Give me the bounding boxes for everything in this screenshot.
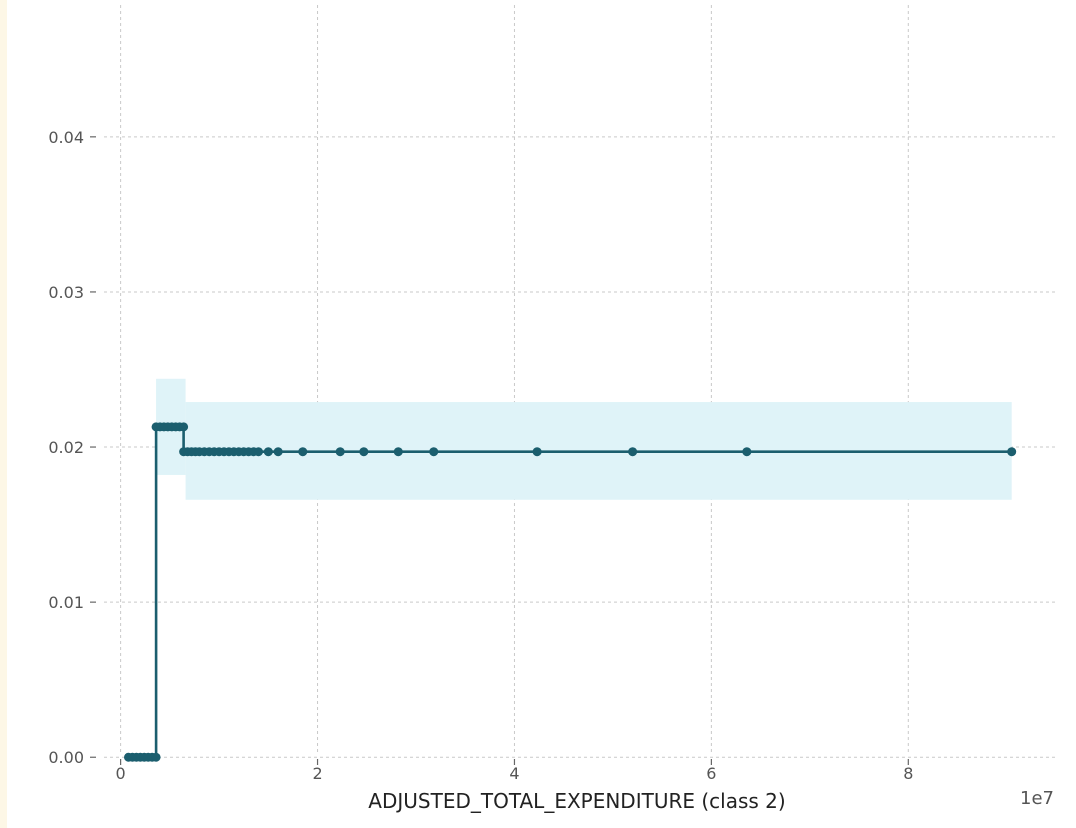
data-point xyxy=(151,752,161,762)
x-tick-label: 8 xyxy=(903,764,913,783)
data-point xyxy=(263,447,273,457)
confidence-band xyxy=(156,378,1012,500)
data-point xyxy=(179,422,189,432)
y-tick-label: 0.04 xyxy=(48,128,84,147)
y-tick-label: 0.03 xyxy=(48,283,84,302)
y-tick-label: 0.00 xyxy=(48,748,84,767)
data-point xyxy=(742,447,752,457)
data-point xyxy=(532,447,542,457)
x-axis-title: ADJUSTED_TOTAL_EXPENDITURE (class 2) xyxy=(368,789,785,813)
left-edge-strip xyxy=(0,0,7,828)
data-point xyxy=(273,447,283,457)
data-point xyxy=(1007,447,1017,457)
y-tick-label: 0.01 xyxy=(48,593,84,612)
data-point xyxy=(253,447,263,457)
y-tick-label: 0.02 xyxy=(48,438,84,457)
data-points xyxy=(123,422,1017,762)
data-point xyxy=(628,447,638,457)
axes: 0.00 0.01 0.02 0.03 0.04 0 2 4 6 8 xyxy=(48,128,913,783)
x-tick-label: 2 xyxy=(312,764,322,783)
data-point xyxy=(335,447,345,457)
grid xyxy=(104,5,1056,758)
x-tick-label: 0 xyxy=(116,764,126,783)
data-point xyxy=(393,447,403,457)
x-tick-label: 6 xyxy=(706,764,716,783)
data-point xyxy=(298,447,308,457)
data-point xyxy=(429,447,439,457)
x-axis-offset-label: 1e7 xyxy=(1020,788,1054,809)
x-tick-label: 4 xyxy=(509,764,519,783)
data-point xyxy=(359,447,369,457)
